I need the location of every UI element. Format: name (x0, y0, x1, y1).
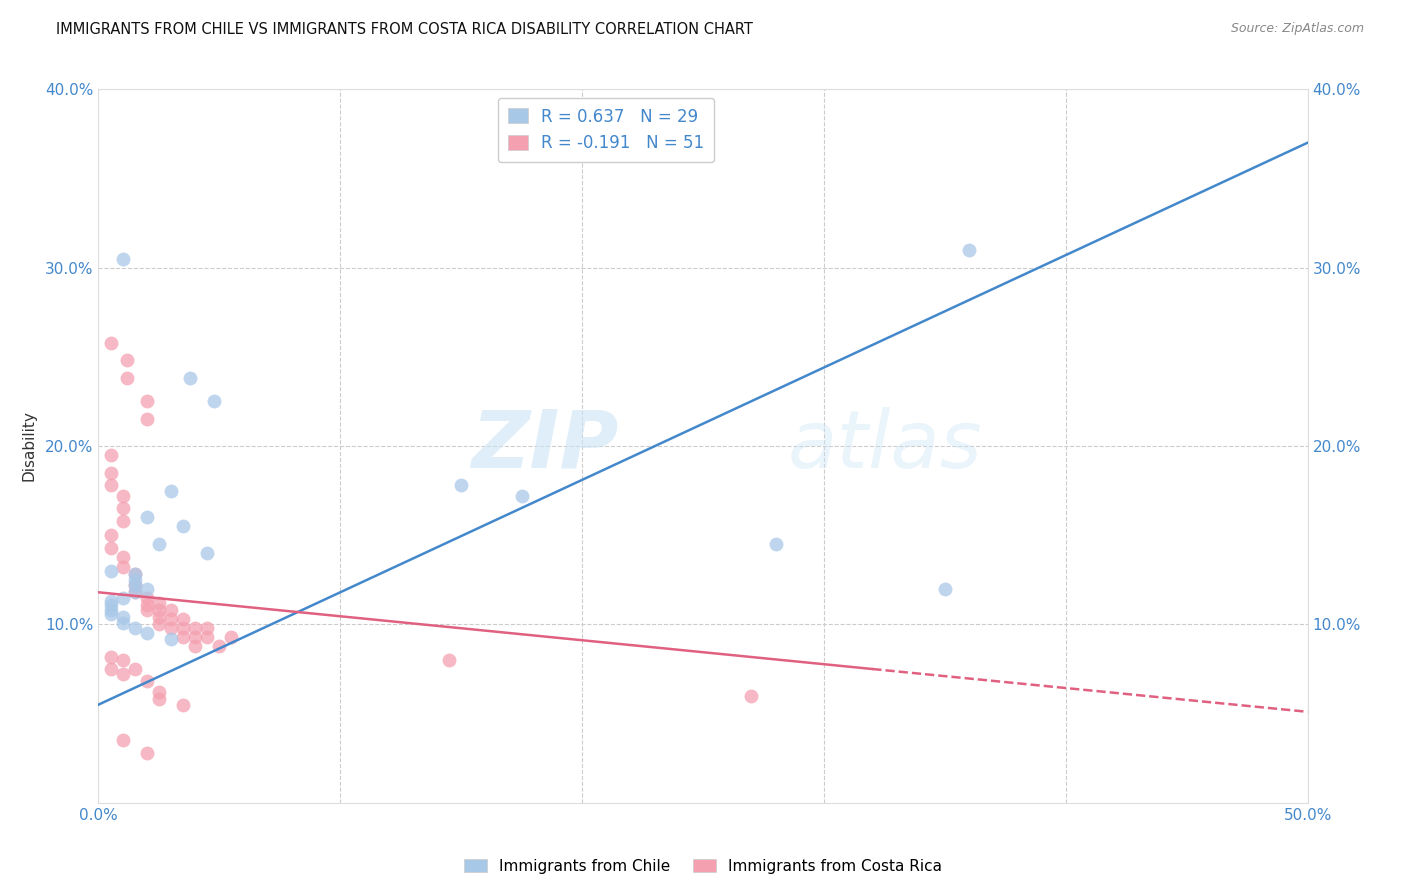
Point (100, 564, 122, 578)
Point (100, 466, 122, 480)
Point (124, 578, 146, 592)
Point (195, 630, 218, 644)
Point (135, 582, 157, 596)
Point (135, 674, 157, 689)
Point (160, 483, 183, 498)
Point (100, 594, 122, 608)
Point (100, 541, 122, 555)
Point (148, 685, 170, 699)
Point (124, 585, 146, 599)
Point (111, 514, 134, 528)
Point (135, 746, 157, 760)
Point (135, 591, 157, 605)
Point (111, 489, 134, 503)
Point (135, 394, 157, 409)
Point (124, 662, 146, 676)
Point (100, 607, 122, 621)
Point (117, 371, 139, 385)
Text: Source: ZipAtlas.com: Source: ZipAtlas.com (1230, 22, 1364, 36)
Point (135, 412, 157, 426)
Point (179, 371, 201, 385)
Point (111, 549, 134, 564)
Point (148, 610, 170, 624)
Point (172, 698, 194, 712)
Point (437, 653, 460, 667)
Point (124, 585, 146, 599)
Legend: R = 0.637   N = 29, R = -0.191   N = 51: R = 0.637 N = 29, R = -0.191 N = 51 (498, 97, 714, 161)
Point (135, 626, 157, 640)
Point (172, 519, 194, 533)
Point (148, 603, 170, 617)
Point (195, 546, 218, 560)
Point (160, 603, 183, 617)
Text: atlas: atlas (787, 407, 983, 485)
Point (160, 612, 183, 626)
Point (172, 630, 194, 644)
Point (160, 621, 183, 635)
Point (204, 394, 226, 409)
Point (124, 567, 146, 582)
Point (765, 537, 787, 551)
Point (100, 478, 122, 492)
Point (117, 353, 139, 368)
Point (172, 621, 194, 635)
Point (148, 537, 170, 551)
Point (450, 478, 472, 492)
Point (111, 591, 134, 605)
Point (124, 567, 146, 582)
Point (740, 689, 762, 703)
Point (184, 621, 207, 635)
Point (111, 560, 134, 574)
Point (100, 662, 122, 676)
Point (111, 501, 134, 516)
Point (172, 612, 194, 626)
Legend: Immigrants from Chile, Immigrants from Costa Rica: Immigrants from Chile, Immigrants from C… (458, 853, 948, 880)
Point (111, 667, 134, 681)
Point (135, 598, 157, 612)
Point (100, 528, 122, 542)
Point (111, 252, 134, 266)
Point (221, 630, 243, 644)
Point (208, 639, 231, 653)
Text: IMMIGRANTS FROM CHILE VS IMMIGRANTS FROM COSTA RICA DISABILITY CORRELATION CHART: IMMIGRANTS FROM CHILE VS IMMIGRANTS FROM… (56, 22, 754, 37)
Point (184, 639, 207, 653)
Point (135, 603, 157, 617)
Point (100, 598, 122, 612)
Y-axis label: Disability: Disability (21, 410, 37, 482)
Point (957, 243, 980, 257)
Point (934, 582, 956, 596)
Point (160, 632, 183, 646)
Point (148, 596, 170, 610)
Point (510, 489, 533, 503)
Point (195, 621, 218, 635)
Point (135, 510, 157, 524)
Point (184, 630, 207, 644)
Point (100, 649, 122, 664)
Point (148, 692, 170, 706)
Point (100, 603, 122, 617)
Point (111, 610, 134, 624)
Point (111, 615, 134, 630)
Text: ZIP: ZIP (471, 407, 619, 485)
Point (124, 573, 146, 587)
Point (124, 621, 146, 635)
Point (111, 653, 134, 667)
Point (100, 335, 122, 350)
Point (124, 578, 146, 592)
Point (148, 617, 170, 632)
Point (111, 733, 134, 747)
Point (100, 448, 122, 462)
